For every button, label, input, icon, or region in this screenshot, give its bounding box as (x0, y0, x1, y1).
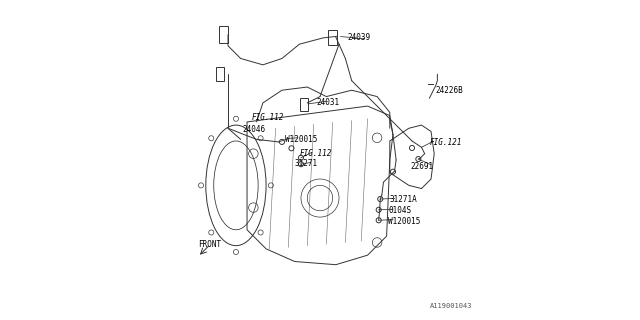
Text: FIG.112: FIG.112 (300, 149, 332, 158)
Text: 24031: 24031 (317, 99, 340, 108)
Bar (219, 26, 228, 44)
Text: 31271A: 31271A (390, 195, 417, 204)
Text: 24039: 24039 (347, 33, 370, 42)
Text: A119001043: A119001043 (430, 303, 472, 309)
Text: 22691: 22691 (410, 162, 433, 171)
Text: 0104S: 0104S (388, 206, 412, 215)
Bar (216, 67, 224, 82)
Text: FRONT: FRONT (198, 240, 221, 249)
Text: 24226B: 24226B (436, 86, 463, 95)
Bar (328, 30, 337, 45)
Text: FIG.121: FIG.121 (429, 138, 462, 147)
Bar (300, 98, 308, 111)
Text: W120015: W120015 (285, 135, 317, 144)
Text: W120015: W120015 (388, 217, 420, 226)
Text: 31271: 31271 (294, 159, 317, 168)
Text: FIG.112: FIG.112 (252, 113, 284, 122)
Text: 24046: 24046 (243, 125, 266, 134)
